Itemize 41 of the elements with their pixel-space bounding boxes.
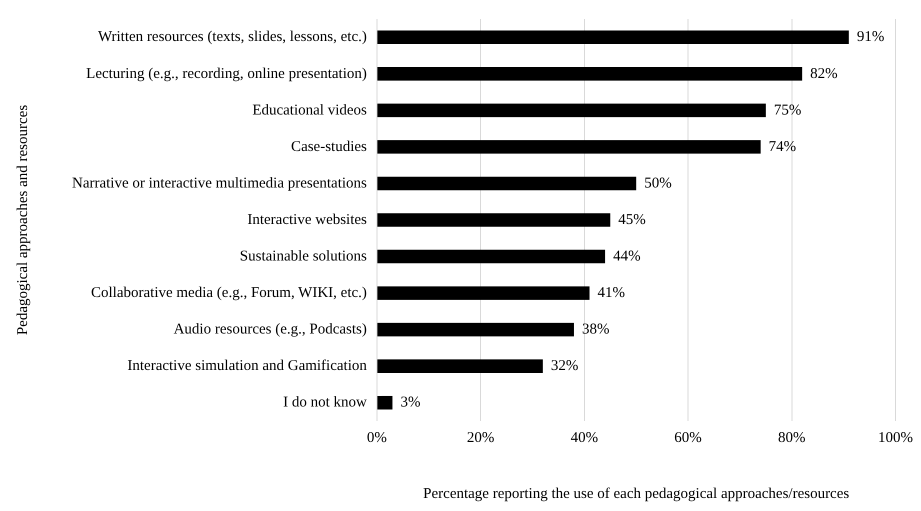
bar xyxy=(377,322,574,336)
data-label: 44% xyxy=(613,248,641,264)
data-label: 50% xyxy=(644,175,672,192)
bar xyxy=(377,396,392,410)
bar xyxy=(377,213,610,227)
data-label: 32% xyxy=(550,358,578,374)
y-axis-title: Pedagogical approaches and resources xyxy=(14,104,31,336)
data-label: 91% xyxy=(856,29,884,46)
x-tick-label: 0% xyxy=(366,430,387,446)
y-tick-label: Lecturing (e.g., recording, online presentation) xyxy=(86,66,367,82)
bar xyxy=(377,286,590,300)
y-tick-label: Case-studies xyxy=(291,138,368,155)
x-tick-label: 100% xyxy=(878,430,913,446)
y-tick-label: I do not know xyxy=(283,394,368,411)
x-tick-label: 80% xyxy=(778,430,806,446)
x-tick-label: 40% xyxy=(570,430,598,446)
y-tick-label: Collaborative media (e.g., Forum, WIKI, etc.) xyxy=(90,285,367,302)
y-tick-label: Narrative or interactive multimedia presentations xyxy=(72,175,368,192)
bar xyxy=(377,30,849,44)
bar xyxy=(377,104,766,118)
bar xyxy=(377,250,606,264)
y-tick-label: Interactive simulation and Gamification xyxy=(127,358,368,374)
data-label: 74% xyxy=(768,138,796,155)
data-label: 75% xyxy=(774,102,802,118)
y-tick-label: Audio resources (e.g., Podcasts) xyxy=(174,322,367,338)
bar xyxy=(377,176,636,190)
x-tick-label: 60% xyxy=(674,430,702,446)
y-tick-label: Educational videos xyxy=(252,102,368,118)
y-tick-label: Written resources (texts, slides, lessons, etc.) xyxy=(98,29,367,46)
bar xyxy=(377,359,543,373)
data-label: 82% xyxy=(810,66,838,82)
bar xyxy=(377,67,802,81)
y-tick-label: Sustainable solutions xyxy=(240,248,368,264)
y-tick-label: Interactive websites xyxy=(247,212,368,228)
data-label: 41% xyxy=(598,285,626,302)
data-label: 45% xyxy=(618,212,646,228)
x-axis-title: Percentage reporting the use of each pedagogical approaches/resources xyxy=(423,486,850,502)
x-tick-label: 20% xyxy=(466,430,494,446)
data-label: 3% xyxy=(400,394,420,411)
data-label: 38% xyxy=(582,322,610,338)
bar xyxy=(377,140,761,154)
